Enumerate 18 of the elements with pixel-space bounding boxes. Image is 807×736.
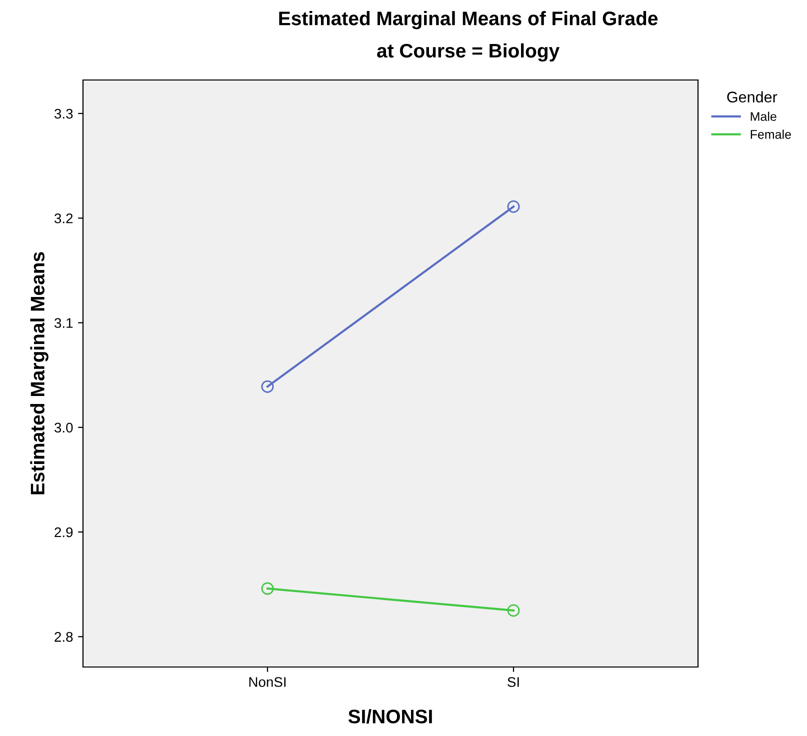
x-axis-title: SI/NONSI	[348, 709, 432, 724]
y-axis-title: Estimated Marginal Means	[30, 252, 48, 494]
point	[507, 200, 520, 213]
y-tick-label: 3.2	[54, 213, 73, 224]
legend-title: Gender	[727, 91, 778, 102]
legend-label: Female	[750, 130, 791, 139]
y-tick-label: 3.0	[54, 422, 73, 433]
y-tick-label: 2.8	[54, 632, 73, 642]
legend-label: Male	[750, 112, 776, 121]
chart-title: Estimated Marginal Means of Final Grade at Course = Biology	[279, 11, 658, 62]
point	[261, 582, 274, 595]
y-tick-label: 2.9	[54, 527, 73, 538]
point	[261, 380, 274, 393]
x-tick-label: SI	[508, 677, 519, 687]
y-tick-label: 3.3	[54, 108, 73, 119]
point	[507, 604, 520, 617]
x-tick-label: NonSI	[249, 677, 286, 687]
y-tick-label: 3.1	[54, 318, 73, 328]
